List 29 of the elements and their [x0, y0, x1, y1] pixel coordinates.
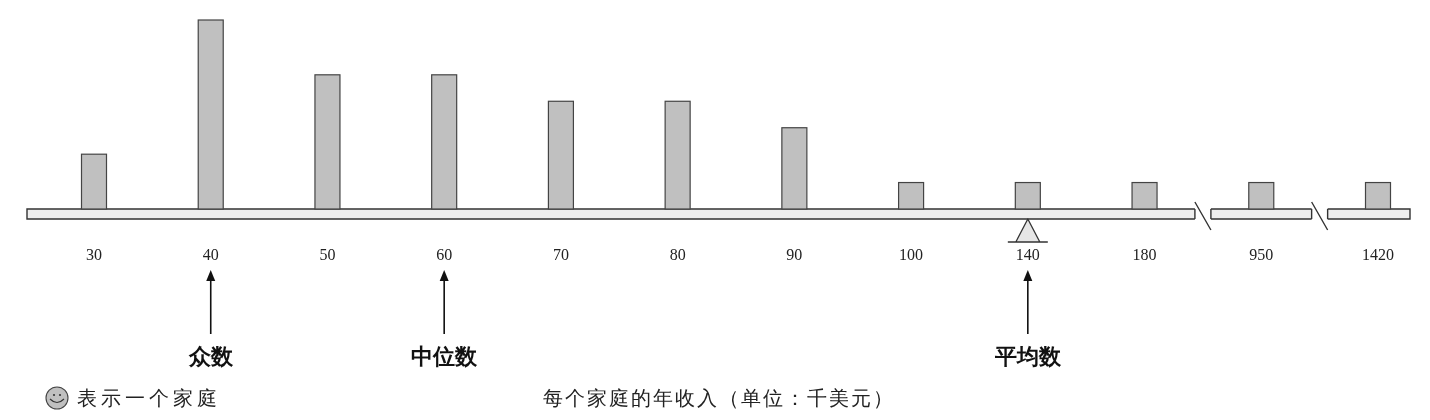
bar — [1131, 181, 1158, 210]
x-tick-label: 100 — [899, 246, 924, 263]
bar — [547, 100, 575, 210]
x-tick-label: 70 — [552, 246, 569, 263]
x-tick-label: 50 — [319, 246, 336, 263]
x-tick-label: 950 — [1249, 246, 1274, 263]
bar — [431, 74, 458, 210]
bar — [781, 127, 808, 210]
x-tick-label: 30 — [86, 246, 102, 263]
annotation: 中位数 — [411, 344, 479, 369]
x-tick-label: 140 — [1015, 246, 1040, 263]
bar — [314, 74, 341, 210]
x-tick-label: 180 — [1132, 246, 1157, 263]
bar — [197, 19, 224, 210]
annotation: 众数 — [187, 344, 234, 369]
bar — [1014, 181, 1041, 210]
text: 表示一个家庭 — [77, 387, 221, 409]
x-tick-label: 40 — [202, 246, 219, 263]
x-tick-label: 1420 — [1362, 246, 1394, 263]
bar — [664, 100, 691, 210]
bar — [80, 153, 108, 210]
bar — [897, 181, 925, 210]
x-tick-label: 80 — [669, 246, 686, 263]
annotation: 平均数 — [993, 344, 1062, 369]
bar — [1364, 181, 1392, 210]
bar — [1248, 181, 1275, 210]
x-tick-label: 90 — [786, 246, 803, 263]
text: 每个家庭的年收入（单位：千美元） — [542, 387, 895, 409]
x-tick-label: 60 — [436, 246, 453, 263]
